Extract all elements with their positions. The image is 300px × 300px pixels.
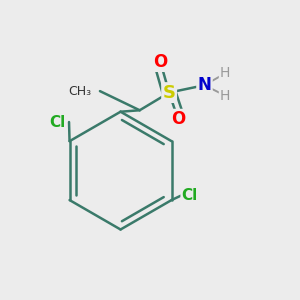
Text: S: S	[163, 84, 176, 102]
Text: H: H	[220, 88, 230, 103]
Text: O: O	[153, 53, 167, 71]
Text: Cl: Cl	[182, 188, 198, 203]
Text: N: N	[197, 76, 212, 94]
Text: CH₃: CH₃	[68, 85, 91, 98]
Text: Cl: Cl	[49, 115, 65, 130]
Text: H: H	[220, 66, 230, 80]
Text: O: O	[171, 110, 185, 128]
